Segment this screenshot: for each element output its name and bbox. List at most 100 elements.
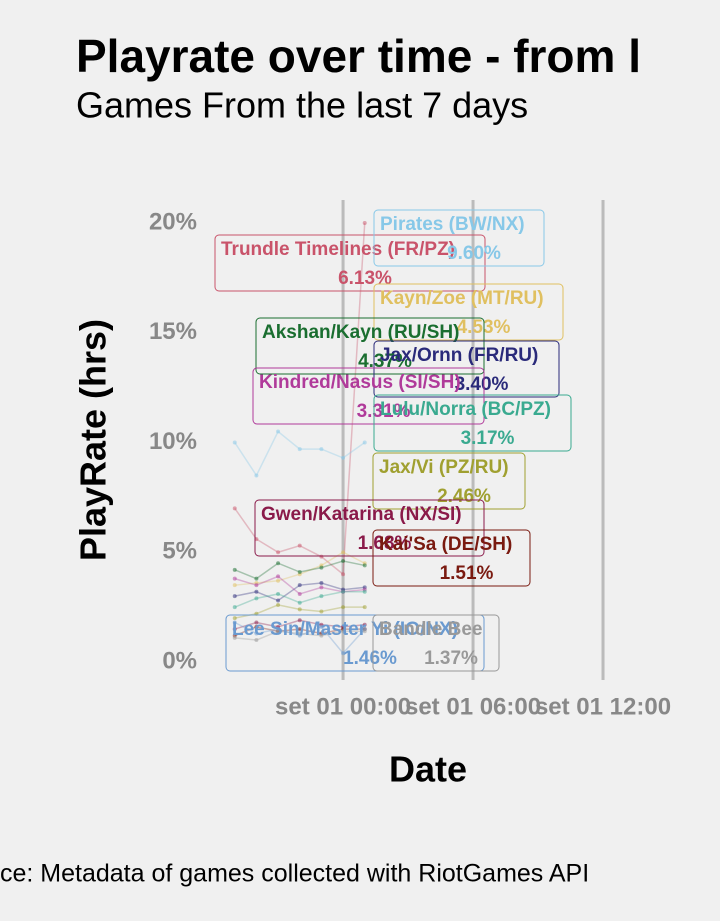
series-point	[341, 572, 346, 577]
series-point	[362, 440, 367, 445]
data-label: 1.51%	[440, 563, 494, 584]
data-label: 3.40%	[455, 374, 509, 395]
y-tick-label: 20%	[149, 208, 197, 235]
series-point	[341, 629, 346, 634]
legend-label: Pirates (BW/NX)	[380, 214, 525, 235]
x-axis-label: Date	[389, 749, 467, 790]
series-point	[341, 455, 346, 460]
series-point	[276, 561, 281, 566]
series-point	[297, 631, 302, 636]
label-box	[225, 614, 485, 672]
legend-label: Kayn/Zoe (MT/RU)	[380, 288, 544, 309]
series-point	[341, 589, 346, 594]
data-label: 4.37%	[358, 351, 412, 372]
series-point	[362, 605, 367, 610]
series-point	[341, 550, 346, 555]
data-label: 9.60%	[447, 243, 501, 264]
series-point	[297, 543, 302, 548]
label-box	[252, 367, 485, 425]
series-point	[362, 589, 367, 594]
label-box	[373, 209, 545, 267]
series-point	[276, 574, 281, 579]
x-tick-label: set 01 06:00	[405, 693, 541, 720]
series-point	[319, 624, 324, 629]
series-point	[232, 605, 237, 610]
series-point	[276, 598, 281, 603]
label-box	[214, 234, 486, 292]
series-point	[232, 620, 237, 625]
legend-label: Akshan/Kayn (RU/SH)	[262, 322, 459, 343]
label-box	[373, 394, 572, 452]
data-label: 2.46%	[437, 486, 491, 507]
y-tick-label: 5%	[162, 538, 197, 565]
series-point	[276, 550, 281, 555]
series-point	[254, 620, 259, 625]
series-point	[319, 585, 324, 590]
series-point	[319, 594, 324, 599]
legend-label: Lee Sin/Master Yi (IO/NX)	[232, 619, 458, 640]
series-point	[297, 570, 302, 575]
series-point	[254, 473, 259, 478]
series-point	[362, 563, 367, 568]
series-point	[254, 596, 259, 601]
series-point	[232, 627, 237, 632]
series-point	[232, 440, 237, 445]
series-point	[341, 651, 346, 656]
series-point	[297, 600, 302, 605]
series-point	[276, 578, 281, 583]
series-point	[232, 583, 237, 588]
y-tick-label: 10%	[149, 428, 197, 455]
label-box	[372, 529, 531, 587]
series-point	[232, 594, 237, 599]
y-tick-label: 15%	[149, 318, 197, 345]
legend-label: Bandle Bee	[379, 619, 482, 640]
x-tick-label: set 01 12:00	[535, 693, 671, 720]
legend-label: Trundle Timelines (FR/PZ)	[221, 239, 455, 260]
series-point	[232, 616, 237, 621]
series-point	[276, 629, 281, 634]
data-label: 3.17%	[461, 428, 515, 449]
series-point	[319, 554, 324, 559]
data-label: 1.46%	[343, 648, 397, 669]
series-point	[254, 624, 259, 629]
series-point	[232, 567, 237, 572]
label-box	[372, 452, 526, 510]
series-point	[254, 589, 259, 594]
y-axis-label: PlayRate (hrs)	[73, 319, 114, 561]
series-point	[297, 627, 302, 632]
series-point	[297, 591, 302, 596]
series-point	[254, 638, 259, 643]
series-point	[341, 605, 346, 610]
series-point	[341, 559, 346, 564]
series-point	[276, 429, 281, 434]
series-point	[276, 591, 281, 596]
series-point	[297, 618, 302, 623]
label-box	[373, 283, 564, 341]
legend-label: Gwen/Katarina (NX/SI)	[261, 504, 462, 525]
legend-label: Kindred/Nasus (SI/SH)	[259, 372, 461, 393]
series-point	[297, 583, 302, 588]
series-point	[232, 506, 237, 511]
series-point	[319, 447, 324, 452]
series-point	[254, 583, 259, 588]
series-point	[297, 607, 302, 612]
series-point	[254, 576, 259, 581]
series-point	[319, 633, 324, 638]
x-tick-label: set 01 00:00	[275, 693, 411, 720]
label-box	[255, 317, 485, 375]
chart-subtitle: Games From the last 7 days	[76, 85, 528, 126]
label-box	[373, 340, 560, 398]
series-point	[362, 622, 367, 627]
label-box	[372, 614, 500, 672]
series-point	[319, 609, 324, 614]
series-point	[276, 602, 281, 607]
series-point	[232, 576, 237, 581]
series-point	[254, 631, 259, 636]
series-point	[362, 221, 367, 226]
series-point	[297, 447, 302, 452]
legend-label: Jax/Vi (PZ/RU)	[379, 457, 509, 478]
series-point	[319, 580, 324, 585]
